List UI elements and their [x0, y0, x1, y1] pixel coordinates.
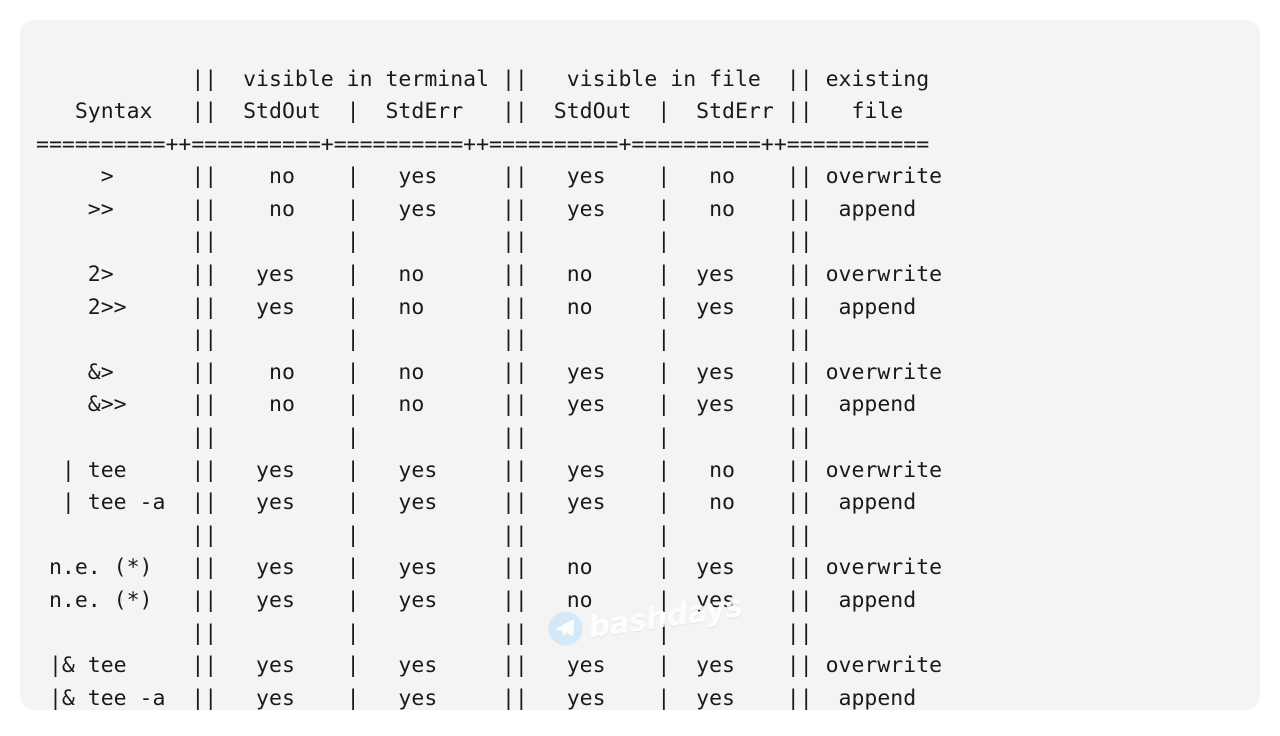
table-line-separator: ==========++==========+==========++=====…: [36, 131, 930, 157]
table-row: 2> || yes | no || no | yes || overwrite: [36, 262, 943, 288]
table-row: | tee -a || yes | yes || yes | no || app…: [36, 490, 917, 516]
table-row: | tee || yes | yes || yes | no || overwr…: [36, 457, 943, 483]
table-line-group-header: || visible in terminal || visible in fil…: [36, 66, 930, 92]
table-row: |& tee || yes | yes || yes | yes || over…: [36, 653, 943, 679]
table-row: n.e. (*) || yes | yes || no | yes || app…: [36, 588, 917, 613]
table-row: n.e. (*) || yes | yes || no | yes || ove…: [36, 555, 943, 581]
table-row-spacer: || | || | ||: [36, 522, 813, 548]
table-row: &>> || no | no || yes | yes || append: [36, 392, 917, 418]
table-row-spacer: || | || | ||: [36, 620, 813, 646]
redirection-table: || visible in terminal || visible in fil…: [36, 64, 942, 711]
table-row: &> || no | no || yes | yes || overwrite: [36, 359, 943, 385]
table-row-spacer: || | || | ||: [36, 327, 813, 353]
table-row: 2>> || yes | no || no | yes || append: [36, 294, 917, 320]
table-row: >> || no | yes || yes | no || append: [36, 196, 917, 222]
table-row-spacer: || | || | ||: [36, 229, 813, 255]
table-row: |& tee -a || yes | yes || yes | yes || a…: [36, 685, 917, 710]
table-line-column-header: Syntax || StdOut | StdErr || StdOut | St…: [36, 99, 904, 125]
table-row-spacer: || | || | ||: [36, 425, 813, 451]
table-row: > || no | yes || yes | no || overwrite: [36, 164, 943, 190]
code-card: || visible in terminal || visible in fil…: [20, 20, 1260, 710]
